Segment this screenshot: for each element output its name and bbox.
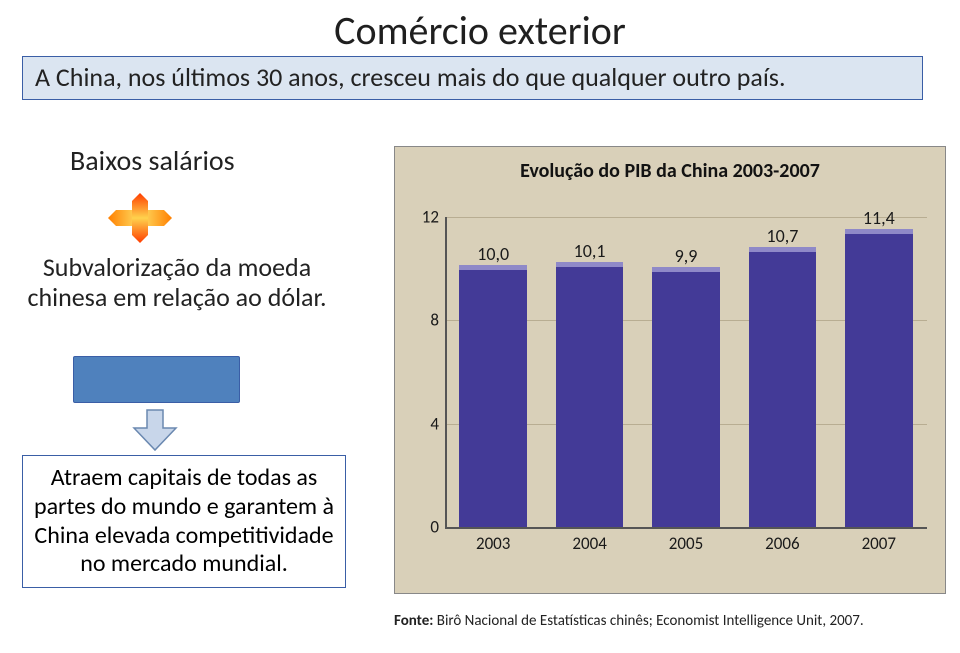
low-salaries-label: Baixos salários [70, 143, 235, 178]
blue-rect-shape [73, 356, 240, 403]
chart-xtick-label: 2004 [572, 533, 606, 554]
chart-xtick-label: 2003 [476, 533, 510, 554]
plus-icon [108, 193, 172, 243]
chart-bar-value: 10,1 [574, 240, 606, 262]
chart-xtick-label: 2006 [765, 533, 799, 554]
chart-y-axis [445, 217, 447, 527]
arrow-down-icon [130, 408, 180, 452]
currency-undervaluation-text: Subvalorização da moeda chinesa em relaç… [22, 253, 332, 313]
chart-bar [556, 266, 623, 527]
chart-bar [845, 233, 912, 528]
chart-bar-top [459, 265, 526, 270]
chart-bar-top [556, 262, 623, 267]
chart-bar [652, 271, 719, 527]
chart-bar-top [652, 267, 719, 272]
chart-plot-area: 0481210,0200310,120049,9200510,7200611,4… [445, 187, 927, 557]
chart-bar-value: 10,0 [477, 243, 509, 265]
chart-ytick-label: 4 [411, 413, 439, 434]
chart-bar-value: 11,4 [863, 207, 895, 229]
chart-source: Fonte: Birô Nacional de Estatísticas chi… [394, 612, 950, 630]
pib-chart: Evolução do PIB da China 2003-2007 0 4 8 12… [394, 146, 946, 594]
chart-bar-value: 10,7 [766, 225, 798, 247]
chart-bar [459, 269, 526, 527]
chart-bar [749, 251, 816, 527]
source-label: Fonte: [394, 612, 433, 630]
chart-ytick-label: 12 [411, 207, 439, 228]
chart-x-axis [445, 527, 927, 529]
page-title: Comércio exterior [0, 6, 960, 55]
chart-xtick-label: 2007 [862, 533, 896, 554]
chart-ytick-label: 8 [411, 310, 439, 331]
chart-gridline [445, 217, 927, 218]
attract-capital-box: Atraem capitais de todas as partes do mu… [22, 455, 346, 588]
chart-ytick-label: 0 [411, 517, 439, 538]
chart-title: Evolução do PIB da China 2003-2007 [395, 159, 945, 183]
chart-bar-top [845, 229, 912, 234]
chart-bar-top [749, 247, 816, 252]
source-text: Birô Nacional de Estatísticas chinês; Ec… [433, 612, 863, 630]
chart-bar-value: 9,9 [675, 245, 698, 267]
main-statement-box: A China, nos últimos 30 anos, cresceu ma… [22, 56, 923, 100]
chart-xtick-label: 2005 [669, 533, 703, 554]
